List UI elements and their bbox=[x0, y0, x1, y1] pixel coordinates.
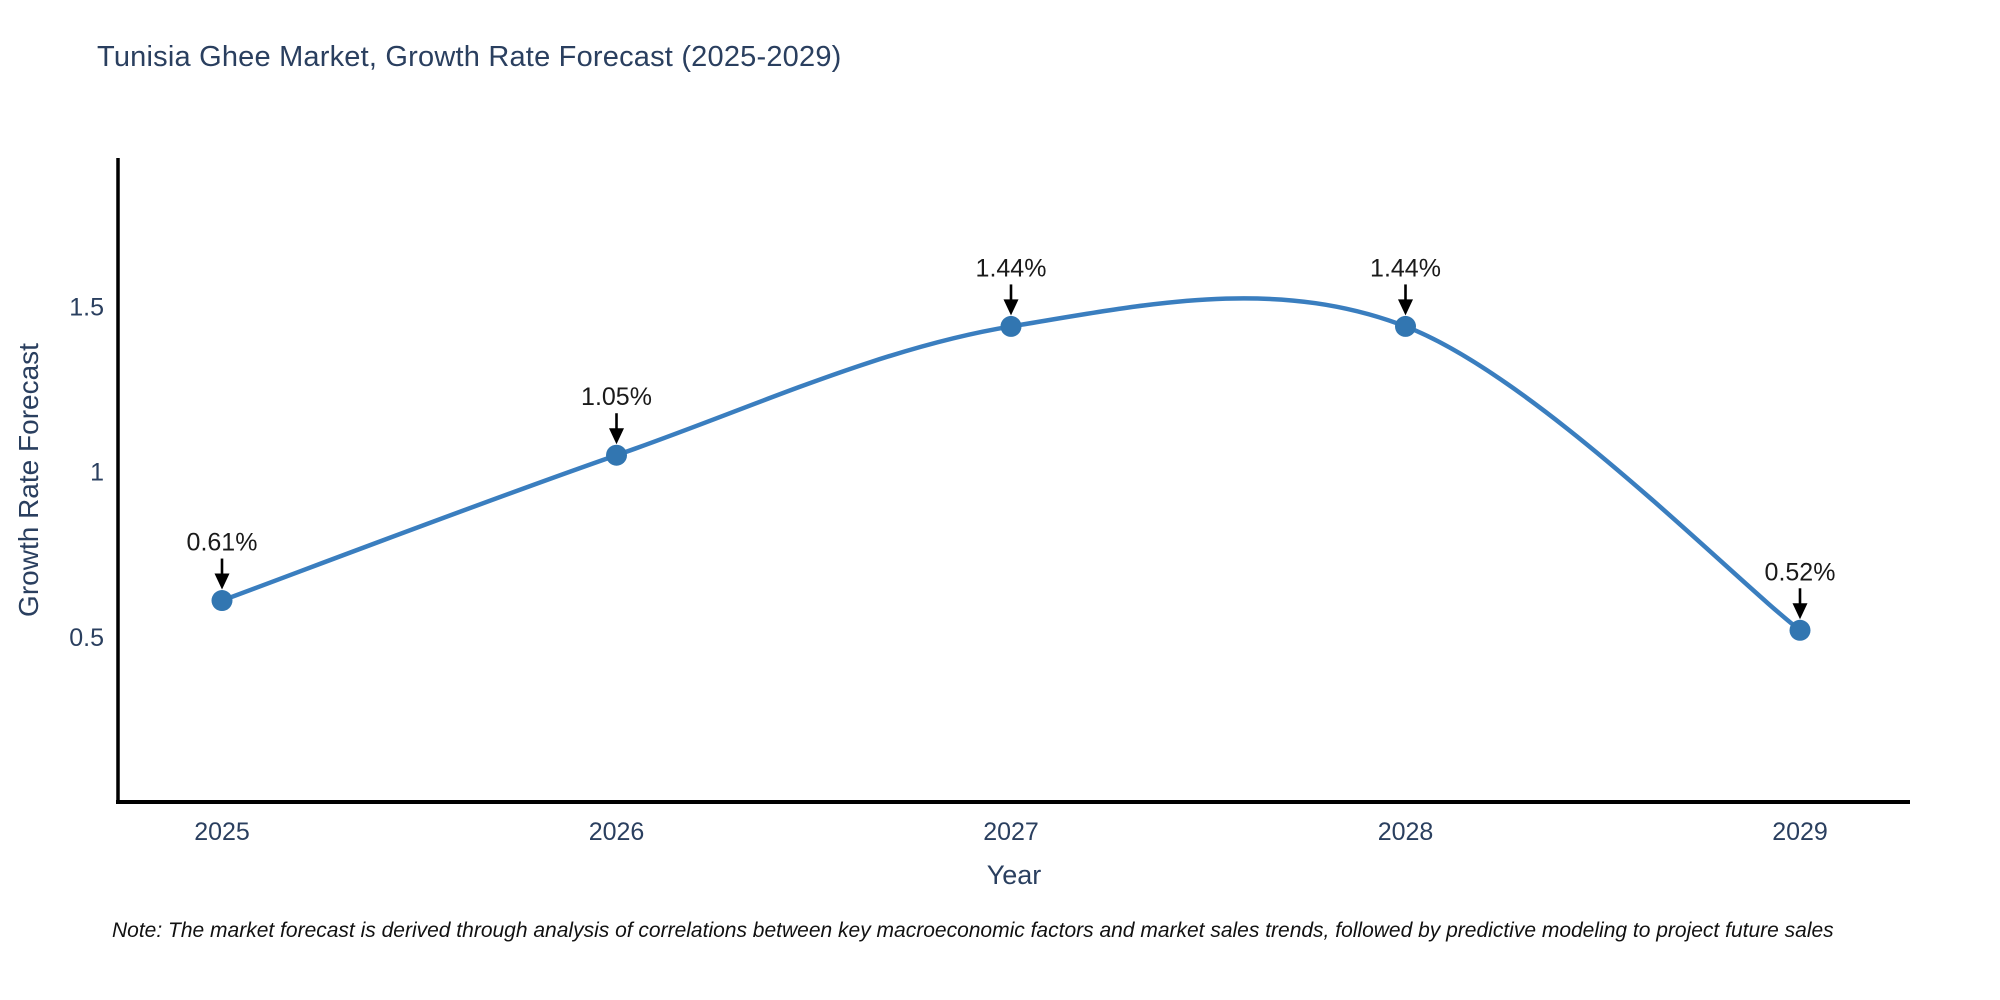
data-point-marker bbox=[1395, 315, 1416, 337]
x-tick-label: 2028 bbox=[1378, 818, 1434, 846]
annotation-arrow-head bbox=[609, 428, 624, 445]
annotation-arrow-head bbox=[214, 573, 230, 590]
data-point-label: 0.61% bbox=[187, 529, 258, 557]
chart-title: Tunisia Ghee Market, Growth Rate Forecas… bbox=[97, 41, 842, 73]
x-axis-title: Year bbox=[987, 860, 1042, 890]
y-tick-label: 1 bbox=[90, 459, 104, 487]
chart-footnote: Note: The market forecast is derived thr… bbox=[112, 919, 1834, 942]
annotation-arrow-head bbox=[1792, 603, 1808, 620]
data-point-label: 1.05% bbox=[581, 383, 652, 411]
forecast-spline-line bbox=[219, 296, 1803, 633]
y-tick-label: 0.5 bbox=[69, 624, 104, 652]
annotation-arrow-head bbox=[1003, 299, 1019, 316]
annotation-arrow-head bbox=[1398, 299, 1413, 316]
x-tick-label: 2025 bbox=[194, 818, 250, 846]
data-point-label: 1.44% bbox=[976, 254, 1047, 282]
data-point-marker bbox=[1000, 315, 1022, 337]
y-axis-title: Growth Rate Forecast bbox=[13, 343, 44, 617]
x-tick-label: 2029 bbox=[1772, 818, 1828, 846]
data-point-label: 1.44% bbox=[1370, 254, 1441, 282]
data-point-marker bbox=[1789, 619, 1811, 641]
data-point-marker bbox=[211, 590, 233, 612]
data-point-marker bbox=[606, 444, 627, 466]
x-tick-label: 2026 bbox=[589, 818, 645, 846]
y-tick-label: 1.5 bbox=[69, 294, 104, 322]
x-tick-label: 2027 bbox=[983, 818, 1039, 846]
data-point-label: 0.52% bbox=[1765, 558, 1836, 586]
